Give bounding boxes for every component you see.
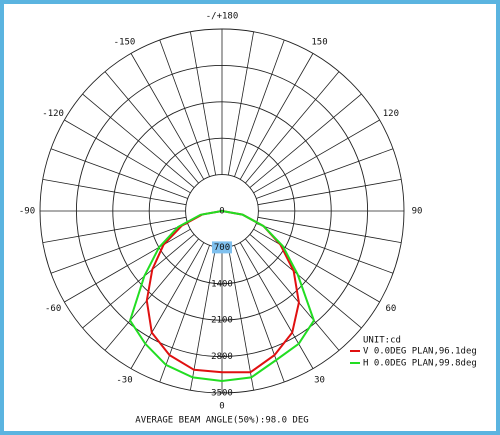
legend-label: H 0.0DEG PLAN,99.8deg <box>363 359 477 369</box>
angle-label: -120 <box>42 109 64 119</box>
r-tick-label: 700 <box>214 243 230 253</box>
legend-label: V 0.0DEG PLAN,96.1deg <box>363 347 477 357</box>
unit-label: UNIT:cd <box>363 336 401 346</box>
r-tick-label: 0 <box>219 207 224 217</box>
highlight <box>212 241 232 254</box>
r-tick-label: 2100 <box>211 316 233 326</box>
angle-label: 60 <box>385 304 396 314</box>
angle-label: 30 <box>314 375 325 385</box>
r-tick-label: 2800 <box>211 352 233 362</box>
angle-label: -30 <box>116 375 132 385</box>
grid-ring <box>39 28 405 394</box>
angle-label: 0 <box>219 402 224 412</box>
r-tick-label: 1400 <box>211 279 233 289</box>
angle-label: 150 <box>311 38 327 48</box>
grid-ring <box>75 64 369 358</box>
angle-label: -/+180 <box>206 12 239 22</box>
grid-ring <box>112 101 332 321</box>
grid-ring <box>148 137 296 285</box>
chart-title: AVERAGE BEAM ANGLE(50%):98.0 DEG <box>135 416 308 426</box>
angle-label: 120 <box>383 109 399 119</box>
angle-label: 90 <box>412 207 423 217</box>
angle-label: -60 <box>45 304 61 314</box>
series-line <box>129 210 316 383</box>
r-tick-label: 3500 <box>211 389 233 399</box>
angle-label: -90 <box>19 207 35 217</box>
angle-label: -150 <box>114 38 136 48</box>
